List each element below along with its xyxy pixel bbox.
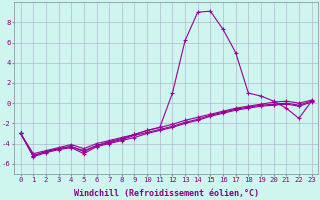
X-axis label: Windchill (Refroidissement éolien,°C): Windchill (Refroidissement éolien,°C) [74, 189, 259, 198]
